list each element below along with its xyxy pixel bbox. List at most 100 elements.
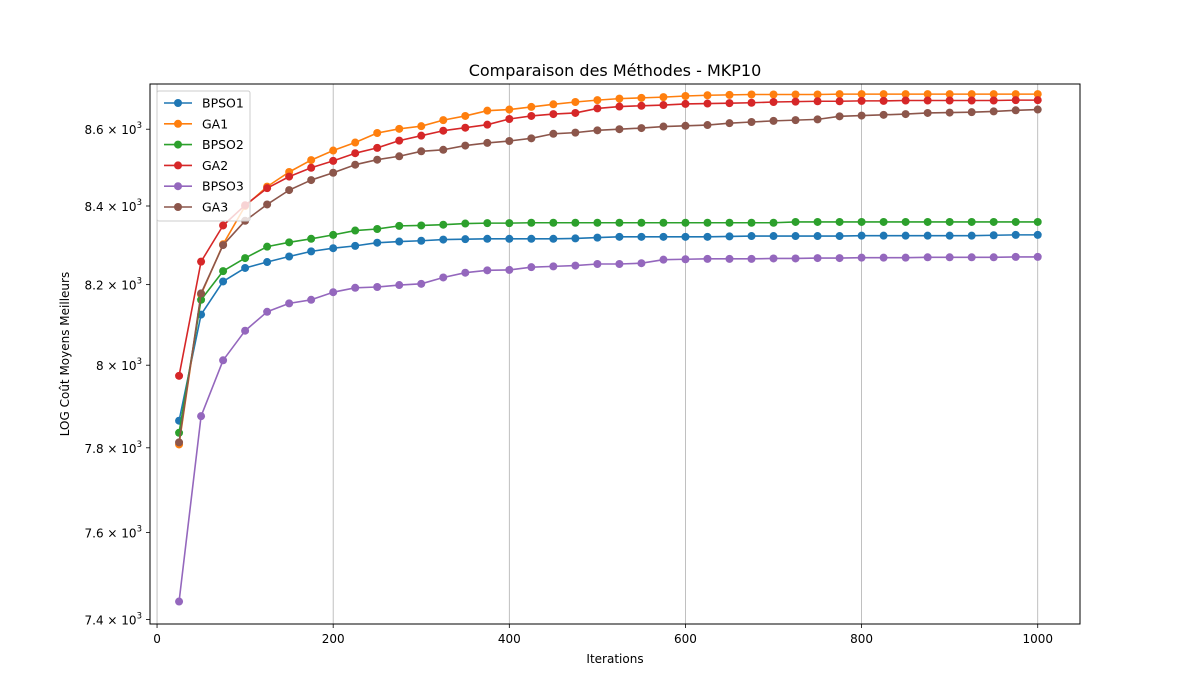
x-axis: 0 200 400 600 800 1000	[153, 624, 1053, 646]
data-point	[659, 255, 668, 264]
y-tick-base: 10	[121, 123, 136, 137]
y-tick-label: 8.6 × 103	[85, 121, 142, 137]
data-point	[439, 116, 448, 125]
data-point	[813, 232, 822, 241]
data-point	[329, 146, 338, 155]
data-point	[681, 121, 690, 130]
data-point	[791, 254, 800, 263]
data-point	[373, 238, 382, 247]
data-point	[769, 98, 778, 107]
data-point	[967, 108, 976, 117]
data-point	[373, 129, 382, 138]
data-point	[637, 232, 646, 241]
data-point	[351, 149, 360, 158]
data-point	[615, 232, 624, 241]
x-tick-label: 400	[498, 632, 521, 646]
data-point	[351, 283, 360, 292]
data-point	[417, 131, 426, 140]
series-ga3	[175, 105, 1042, 447]
data-point	[681, 91, 690, 100]
legend-label: GA2	[202, 158, 228, 173]
data-point	[659, 232, 668, 241]
legend-label: BPSO2	[202, 137, 244, 152]
data-point	[241, 326, 250, 335]
data-point	[879, 110, 888, 119]
data-point	[571, 108, 580, 117]
data-point	[923, 253, 932, 262]
legend-item-bpso2: BPSO2	[164, 137, 244, 152]
data-point	[637, 93, 646, 102]
series-line	[178, 221, 1038, 433]
data-point	[813, 254, 822, 263]
data-point	[417, 122, 426, 131]
data-point	[373, 283, 382, 292]
data-point	[989, 90, 998, 99]
data-point	[329, 168, 338, 177]
data-point	[439, 235, 448, 244]
series-bpso3	[175, 252, 1042, 606]
data-point	[527, 102, 536, 111]
data-point	[813, 97, 822, 106]
data-point	[615, 94, 624, 103]
y-tick-exponent: 3	[137, 612, 142, 622]
data-point	[923, 96, 932, 105]
data-point	[505, 234, 514, 243]
data-point	[945, 217, 954, 226]
data-point	[681, 99, 690, 108]
data-point	[219, 277, 228, 286]
data-point	[857, 111, 866, 120]
data-point	[769, 218, 778, 227]
data-point	[593, 96, 602, 105]
data-point	[1011, 106, 1020, 115]
data-point	[285, 299, 294, 308]
legend: BPSO1 GA1 BPSO2 GA2 BPSO3 GA3	[156, 90, 251, 222]
data-point	[417, 279, 426, 288]
data-point	[549, 262, 558, 271]
data-point	[769, 254, 778, 263]
data-point	[329, 288, 338, 297]
y-tick-label: 7.6 × 103	[85, 525, 142, 541]
data-point	[725, 218, 734, 227]
data-point	[571, 218, 580, 227]
data-point	[945, 231, 954, 240]
data-point	[351, 160, 360, 169]
legend-item-bpso3: BPSO3	[164, 179, 244, 194]
y-tick-label: 7.4 × 103	[85, 612, 142, 628]
data-point	[923, 108, 932, 117]
y-tick-mantissa: 7.4	[85, 614, 104, 628]
data-point	[615, 102, 624, 111]
data-point	[395, 221, 404, 230]
data-point	[615, 259, 624, 268]
data-point	[659, 122, 668, 131]
data-point	[857, 96, 866, 105]
x-tick-label: 600	[674, 632, 697, 646]
data-point	[527, 263, 536, 272]
data-point	[901, 110, 910, 119]
data-point	[989, 253, 998, 262]
data-point	[791, 116, 800, 125]
data-point	[989, 217, 998, 226]
data-point	[549, 129, 558, 138]
series-ga2	[175, 96, 1042, 380]
data-point	[263, 307, 272, 316]
data-point	[461, 123, 470, 132]
data-point	[395, 237, 404, 246]
data-point	[703, 99, 712, 108]
y-tick-exponent: 3	[137, 525, 142, 535]
data-point	[527, 218, 536, 227]
data-point	[637, 218, 646, 227]
data-point	[175, 438, 184, 447]
data-point	[505, 114, 514, 123]
data-point	[615, 218, 624, 227]
data-point	[703, 91, 712, 100]
data-point	[593, 218, 602, 227]
data-point	[703, 218, 712, 227]
data-point	[285, 186, 294, 195]
data-point	[483, 138, 492, 147]
data-point	[241, 263, 250, 272]
data-point	[417, 236, 426, 245]
y-tick-times: ×	[104, 442, 122, 456]
y-tick-label: 7.8 × 103	[85, 440, 142, 456]
data-point	[681, 218, 690, 227]
